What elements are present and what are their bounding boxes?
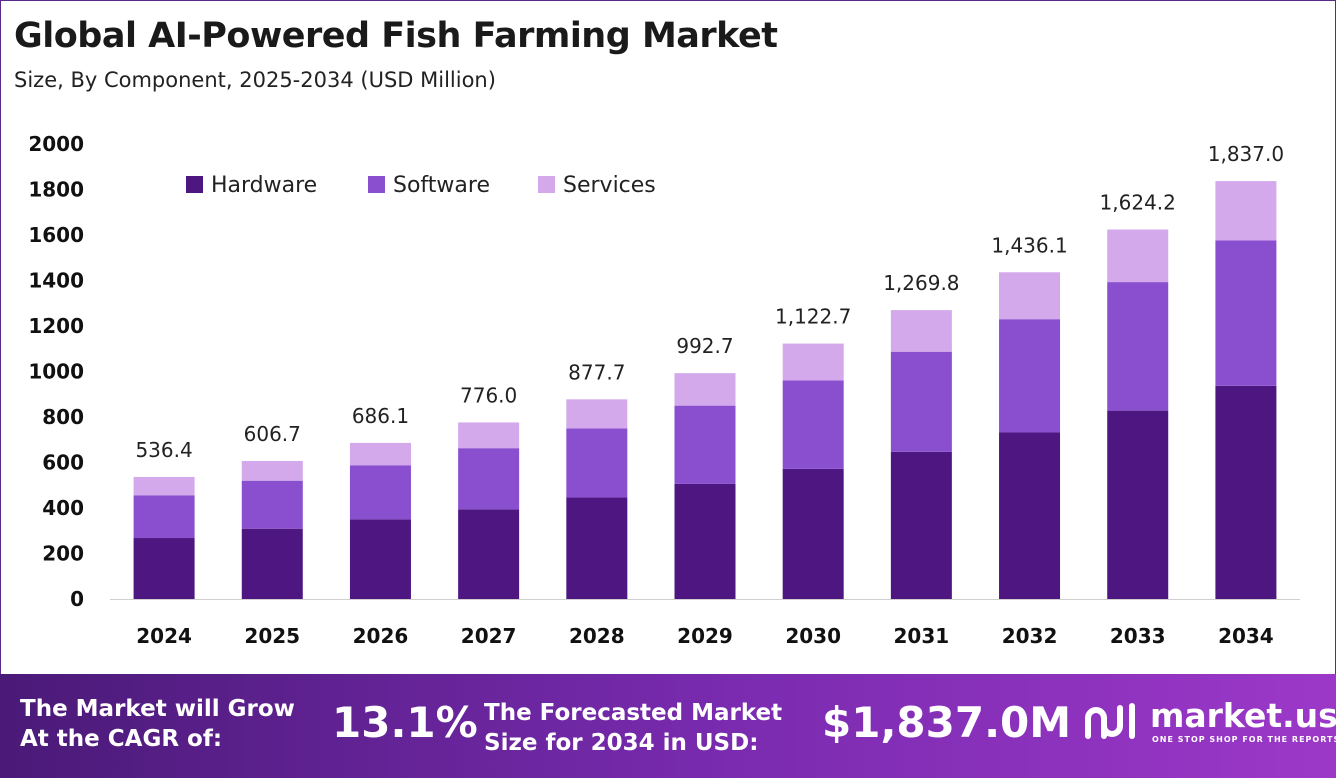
bar-total-label: 686.1 [352,404,409,428]
chart-title: Global AI-Powered Fish Farming Market [14,16,778,56]
bar-segment-software [566,428,628,498]
bar-segment-hardware [241,528,303,599]
brand-tagline: ONE STOP SHOP FOR THE REPORTS [1152,735,1336,744]
bar-segment-services [1215,181,1277,241]
forecast-value: $1,837.0M [822,698,1072,747]
bar-total-label: 1,837.0 [1208,142,1284,166]
bar-segment-software [782,380,844,469]
bar-segment-services [782,343,844,381]
bar-segment-software [890,351,952,452]
bar-segment-hardware [1107,410,1169,599]
x-tick-label: 2032 [1002,624,1058,648]
bar-segment-software [999,319,1061,433]
x-tick-label: 2033 [1110,624,1166,648]
bar-segment-hardware [890,451,952,599]
forecast-label-line2: Size for 2034 in USD: [484,730,759,756]
bar-segment-services [133,476,195,496]
bar-total-label: 536.4 [135,438,192,462]
y-tick-label: 1200 [28,314,84,338]
bar-total-label: 992.7 [676,334,733,358]
bar-segment-services [674,373,736,406]
cagr-label: The Market will Grow At the CAGR of: [20,694,295,754]
bar-segment-software [1107,282,1169,411]
market-us-logo-icon [1085,703,1135,739]
y-tick-label: 1800 [28,178,84,202]
y-tick-label: 0 [70,587,84,611]
bar-segment-hardware [782,468,844,599]
bar-segment-hardware [458,509,520,599]
y-tick-label: 800 [42,405,84,429]
footer-banner: The Market will Grow At the CAGR of: 13.… [0,674,1336,778]
y-tick-label: 1000 [28,360,84,384]
bar-total-label: 1,269.8 [883,271,959,295]
cagr-label-line2: At the CAGR of: [20,726,223,752]
bar-segment-hardware [133,538,195,599]
bar-segment-software [1215,240,1277,386]
bar-total-label: 776.0 [460,383,517,407]
cagr-value: 13.1% [332,698,478,747]
bar-total-label: 1,122.7 [775,305,851,329]
bar-segment-hardware [674,483,736,599]
bar-segment-hardware [999,432,1061,599]
bar-total-label: 877.7 [568,360,625,384]
forecast-label: The Forecasted Market Size for 2034 in U… [484,698,782,758]
legend-swatch-software [368,176,385,193]
bar-segment-software [133,495,195,539]
bar-segment-software [674,405,736,484]
forecast-label-line1: The Forecasted Market [484,700,783,726]
x-tick-label: 2028 [569,624,625,648]
bar-segment-hardware [566,497,628,599]
legend-swatch-services [538,176,555,193]
bar-segment-services [566,399,628,429]
cagr-label-line1: The Market will Grow [20,696,295,722]
x-tick-label: 2030 [785,624,841,648]
x-tick-label: 2029 [677,624,733,648]
x-tick-label: 2034 [1218,624,1274,648]
bar-segment-services [349,442,411,466]
y-tick-label: 2000 [28,132,84,156]
x-tick-label: 2025 [244,624,300,648]
bar-total-label: 1,436.1 [991,233,1067,257]
bar-segment-software [349,465,411,520]
bar-segment-services [999,272,1061,320]
bar-segment-services [1107,229,1169,283]
y-tick-label: 200 [42,542,84,566]
brand-name: market.us [1150,696,1336,735]
bar-segment-hardware [349,519,411,599]
bar-segment-services [241,460,303,481]
x-tick-label: 2031 [894,624,950,648]
bar-segment-services [890,310,952,352]
stacked-bar-chart: 0 200 400 600 800 1000 1200 1400 1600 1800 2000 536… [28,132,1300,648]
y-tick-label: 400 [42,496,84,520]
y-tick-label: 1600 [28,223,84,247]
bar-segment-services [458,422,520,449]
bar-segment-hardware [1215,385,1277,599]
y-tick-label: 1400 [28,269,84,293]
legend-label-services: Services [563,173,656,198]
chart-subtitle: Size, By Component, 2025-2034 (USD Milli… [14,68,496,92]
bar-segment-software [241,480,303,529]
bar-total-label: 1,624.2 [1100,190,1176,214]
bar-total-label: 606.7 [244,422,301,446]
legend-label-hardware: Hardware [211,173,317,198]
legend-swatch-hardware [186,176,203,193]
y-tick-label: 600 [42,451,84,475]
bar-segment-software [458,448,520,510]
x-tick-label: 2026 [353,624,409,648]
x-tick-label: 2027 [461,624,517,648]
x-tick-label: 2024 [136,624,192,648]
legend-label-software: Software [393,173,490,198]
